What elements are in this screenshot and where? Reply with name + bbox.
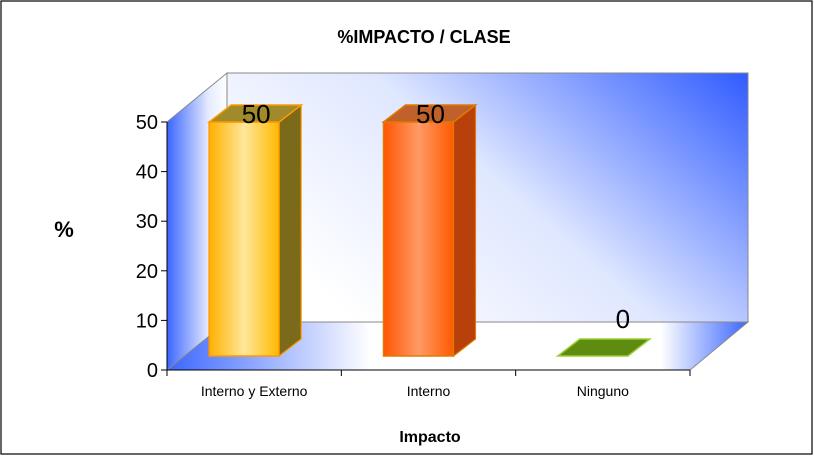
bar-side-face bbox=[278, 103, 302, 358]
chart-title: %IMPACTO / CLASE bbox=[337, 27, 510, 47]
bar-top-face bbox=[381, 104, 478, 123]
y-axis-ticks: 0 10 20 30 40 50 bbox=[136, 112, 167, 382]
x-axis-ticks: Interno y Externo Interno Ninguno bbox=[166, 370, 691, 399]
y-tick-label: 50 bbox=[136, 112, 158, 134]
data-label: 50 bbox=[416, 99, 445, 129]
y-tick-label: 40 bbox=[136, 162, 158, 184]
y-tick-label: 30 bbox=[136, 211, 158, 233]
back-wall bbox=[226, 72, 749, 323]
data-label: 50 bbox=[242, 99, 271, 129]
y-tick-label: 20 bbox=[136, 261, 158, 283]
x-axis-label: Impacto bbox=[399, 429, 461, 446]
data-label: 0 bbox=[616, 304, 630, 334]
x-tick-label: Ninguno bbox=[577, 383, 629, 399]
y-axis-label: % bbox=[54, 217, 74, 242]
bar: 50 bbox=[381, 99, 478, 358]
bar-front-face bbox=[208, 121, 280, 357]
bar-side-face bbox=[452, 103, 477, 358]
x-tick-label: Interno bbox=[407, 383, 451, 399]
bar-front-face bbox=[382, 121, 455, 357]
y-tick-label: 0 bbox=[147, 360, 158, 382]
bar: 50 bbox=[206, 99, 304, 358]
bar-top-face bbox=[555, 338, 653, 357]
bar-series: 50 50 0 bbox=[206, 99, 653, 358]
bar: 0 bbox=[555, 304, 653, 357]
x-tick-label: Interno y Externo bbox=[201, 383, 308, 399]
bar-top-face bbox=[206, 104, 304, 123]
y-tick-label: 10 bbox=[136, 310, 158, 332]
